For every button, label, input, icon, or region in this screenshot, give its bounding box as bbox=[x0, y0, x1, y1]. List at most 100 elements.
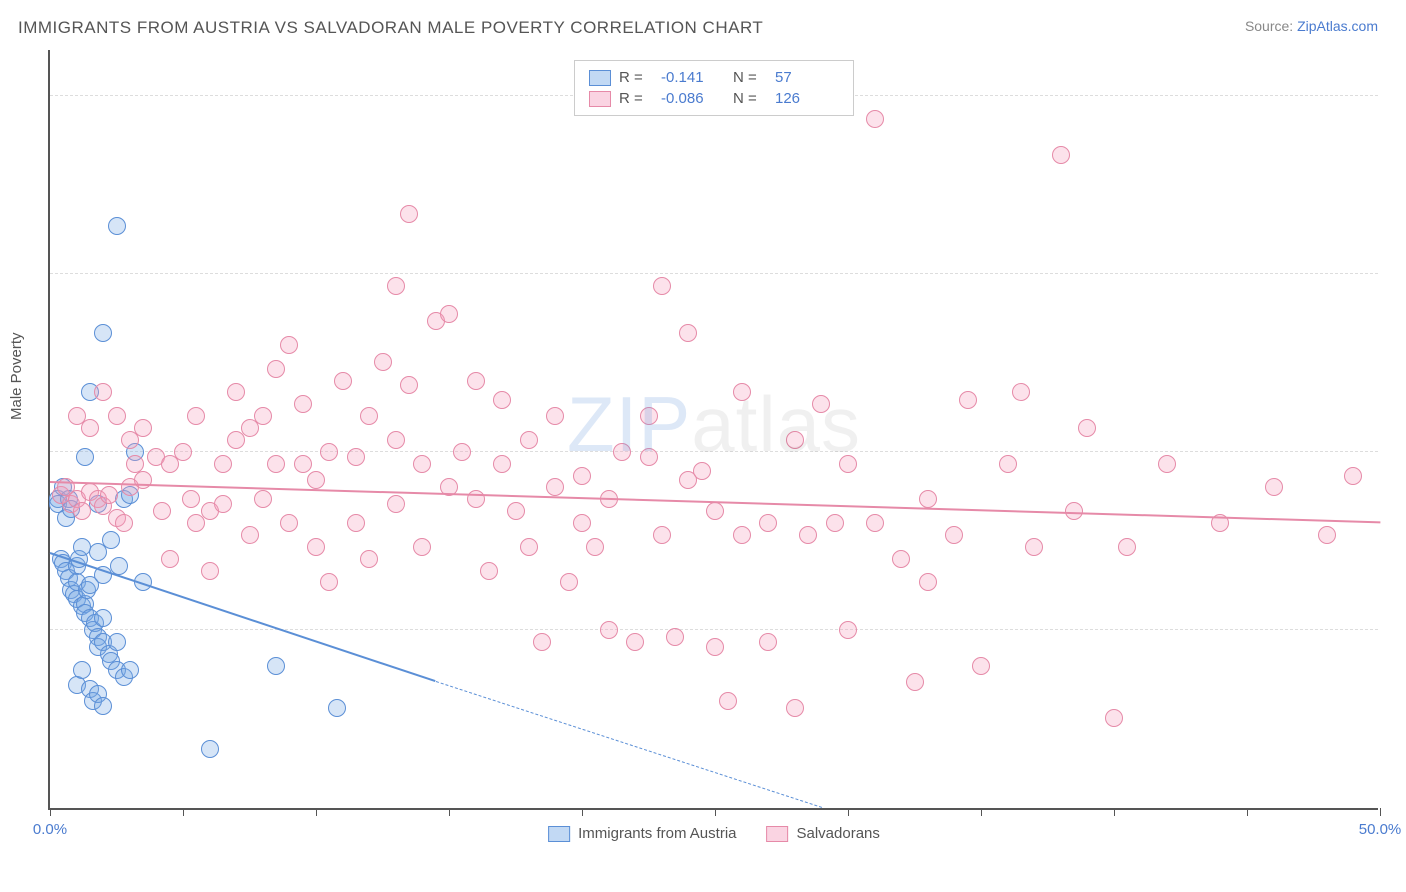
data-point bbox=[1078, 419, 1096, 437]
data-point bbox=[719, 692, 737, 710]
source-link[interactable]: ZipAtlas.com bbox=[1297, 18, 1378, 34]
legend-r-value: -0.086 bbox=[661, 90, 725, 107]
data-point bbox=[906, 673, 924, 691]
data-point bbox=[653, 277, 671, 295]
data-point bbox=[400, 376, 418, 394]
data-point bbox=[134, 419, 152, 437]
data-point bbox=[73, 502, 91, 520]
legend-n-value: 57 bbox=[775, 69, 839, 86]
data-point bbox=[919, 490, 937, 508]
data-point bbox=[440, 305, 458, 323]
data-point bbox=[560, 573, 578, 591]
legend-swatch bbox=[589, 91, 611, 107]
gridline bbox=[50, 629, 1378, 630]
data-point bbox=[1025, 538, 1043, 556]
legend-swatch bbox=[548, 826, 570, 842]
data-point bbox=[387, 277, 405, 295]
data-point bbox=[241, 526, 259, 544]
series-legend: Immigrants from AustriaSalvadorans bbox=[548, 825, 880, 842]
data-point bbox=[945, 526, 963, 544]
data-point bbox=[413, 455, 431, 473]
data-point bbox=[294, 455, 312, 473]
data-point bbox=[347, 448, 365, 466]
source-prefix: Source: bbox=[1245, 18, 1297, 34]
data-point bbox=[347, 514, 365, 532]
data-point bbox=[214, 455, 232, 473]
data-point bbox=[413, 538, 431, 556]
data-point bbox=[666, 628, 684, 646]
y-tick-label: 22.5% bbox=[1388, 265, 1406, 282]
trend-line-extension bbox=[436, 681, 822, 808]
data-point bbox=[626, 633, 644, 651]
data-point bbox=[73, 661, 91, 679]
x-tick bbox=[50, 808, 51, 816]
data-point bbox=[640, 448, 658, 466]
legend-row: R =-0.141N =57 bbox=[589, 67, 839, 88]
data-point bbox=[1265, 478, 1283, 496]
x-tick bbox=[1247, 808, 1248, 816]
data-point bbox=[546, 407, 564, 425]
data-point bbox=[573, 514, 591, 532]
data-point bbox=[866, 514, 884, 532]
data-point bbox=[693, 462, 711, 480]
data-point bbox=[320, 573, 338, 591]
data-point bbox=[201, 740, 219, 758]
data-point bbox=[334, 372, 352, 390]
data-point bbox=[759, 514, 777, 532]
x-tick bbox=[848, 808, 849, 816]
data-point bbox=[546, 478, 564, 496]
data-point bbox=[108, 633, 126, 651]
data-point bbox=[799, 526, 817, 544]
data-point bbox=[387, 495, 405, 513]
y-tick-label: 7.5% bbox=[1388, 621, 1406, 638]
gridline bbox=[50, 451, 1378, 452]
data-point bbox=[76, 448, 94, 466]
data-point bbox=[328, 699, 346, 717]
data-point bbox=[294, 395, 312, 413]
x-tick bbox=[316, 808, 317, 816]
data-point bbox=[1118, 538, 1136, 556]
data-point bbox=[919, 573, 937, 591]
x-tick bbox=[981, 808, 982, 816]
x-tick bbox=[715, 808, 716, 816]
legend-swatch bbox=[589, 70, 611, 86]
gridline bbox=[50, 273, 1378, 274]
x-tick bbox=[183, 808, 184, 816]
data-point bbox=[267, 360, 285, 378]
y-tick-label: 30.0% bbox=[1388, 87, 1406, 104]
x-tick bbox=[582, 808, 583, 816]
data-point bbox=[1344, 467, 1362, 485]
data-point bbox=[586, 538, 604, 556]
data-point bbox=[706, 502, 724, 520]
data-point bbox=[972, 657, 990, 675]
data-point bbox=[1105, 709, 1123, 727]
data-point bbox=[214, 495, 232, 513]
data-point bbox=[94, 697, 112, 715]
data-point bbox=[360, 550, 378, 568]
data-point bbox=[307, 471, 325, 489]
data-point bbox=[786, 699, 804, 717]
legend-r-label: R = bbox=[619, 90, 653, 107]
data-point bbox=[733, 383, 751, 401]
data-point bbox=[759, 633, 777, 651]
legend-n-value: 126 bbox=[775, 90, 839, 107]
data-point bbox=[100, 486, 118, 504]
data-point bbox=[493, 455, 511, 473]
correlation-legend: R =-0.141N =57R =-0.086N =126 bbox=[574, 60, 854, 116]
data-point bbox=[453, 443, 471, 461]
data-point bbox=[1052, 146, 1070, 164]
data-point bbox=[812, 395, 830, 413]
data-point bbox=[600, 621, 618, 639]
data-point bbox=[254, 490, 272, 508]
data-point bbox=[507, 502, 525, 520]
data-point bbox=[826, 514, 844, 532]
data-point bbox=[679, 324, 697, 342]
data-point bbox=[653, 526, 671, 544]
data-point bbox=[94, 609, 112, 627]
data-point bbox=[493, 391, 511, 409]
legend-n-label: N = bbox=[733, 69, 767, 86]
legend-r-label: R = bbox=[619, 69, 653, 86]
data-point bbox=[108, 217, 126, 235]
data-point bbox=[573, 467, 591, 485]
x-tick bbox=[1380, 808, 1381, 816]
